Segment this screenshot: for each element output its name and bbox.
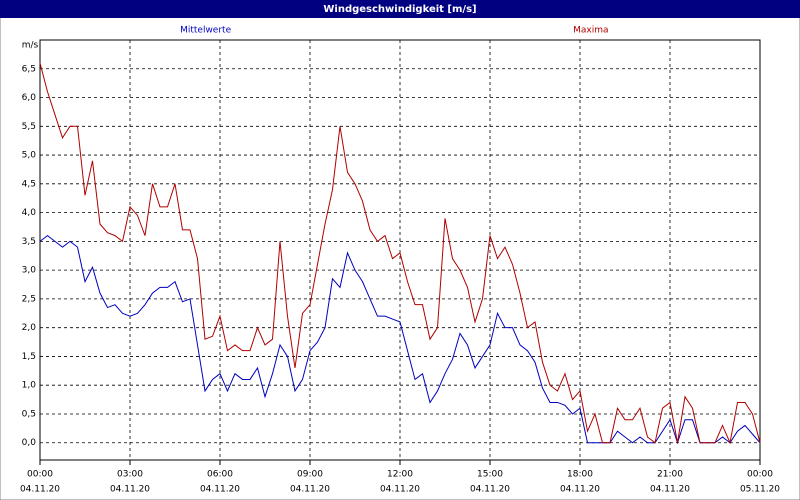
y-tick-label: 2,0 [22, 323, 37, 333]
x-tick-date: 04.11.20 [290, 485, 330, 495]
x-tick-label: 12:00 [387, 470, 413, 480]
y-tick-label: 6,5 [22, 64, 36, 74]
y-tick-label: 0,0 [22, 438, 37, 448]
x-tick-date: 04.11.20 [470, 485, 510, 495]
y-tick-label: 4,0 [22, 208, 37, 218]
x-tick-date: 04.11.20 [560, 485, 600, 495]
data-line [39, 62, 761, 445]
x-tick-date: 04.11.20 [380, 485, 420, 495]
x-tick-label: 15:00 [477, 470, 503, 480]
x-tick-label: 00:00 [747, 470, 773, 480]
title-bar [0, 0, 800, 18]
x-tick-label: 03:00 [117, 470, 143, 480]
x-tick-label: 18:00 [567, 470, 593, 480]
x-tick-label: 06:00 [207, 470, 233, 480]
y-tick-label: 3,0 [22, 266, 37, 276]
x-tick-date: 05.11.20 [740, 485, 780, 495]
y-tick-label: 2,5 [22, 294, 36, 304]
legend-entry: Mittelwerte [180, 26, 231, 36]
y-tick-label: 6,0 [22, 93, 37, 103]
chart-title: Windgeschwindigkeit [m/s] [323, 4, 476, 15]
x-tick-date: 04.11.20 [650, 485, 690, 495]
x-tick-label: 21:00 [657, 470, 683, 480]
y-tick-label: 4,5 [22, 179, 36, 189]
x-tick-label: 00:00 [27, 470, 53, 480]
y-tick-label: 1,5 [22, 352, 36, 362]
y-tick-label: 5,0 [22, 151, 37, 161]
y-tick-label: 3,5 [22, 237, 36, 247]
y-tick-label: 5,5 [22, 122, 36, 132]
x-tick-date: 04.11.20 [110, 485, 150, 495]
y-tick-label: 1,0 [22, 381, 37, 391]
y-tick-label: 0,5 [22, 409, 36, 419]
x-tick-label: 09:00 [297, 470, 323, 480]
x-tick-date: 04.11.20 [200, 485, 240, 495]
x-tick-date: 04.11.20 [20, 485, 60, 495]
data-line [39, 234, 761, 445]
legend-entry: Maxima [573, 26, 608, 36]
y-axis-label: m/s [22, 41, 39, 51]
